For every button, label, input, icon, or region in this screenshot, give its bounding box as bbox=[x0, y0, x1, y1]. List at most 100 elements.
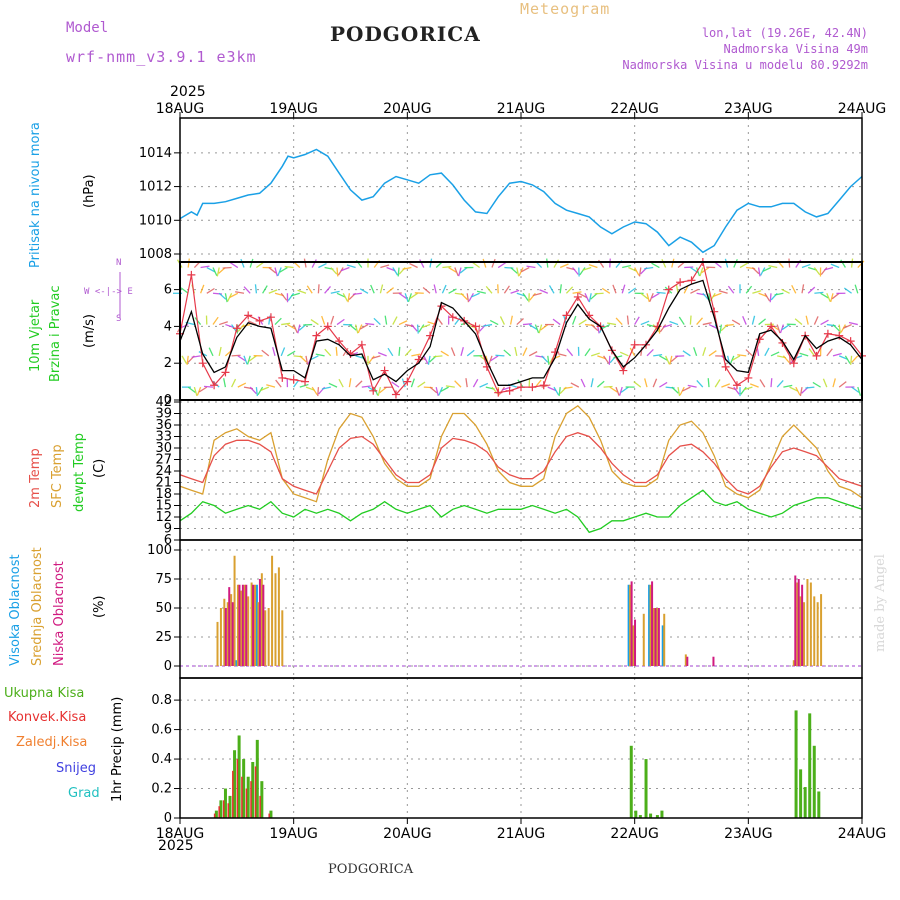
precip-bar bbox=[794, 710, 798, 818]
wind-barb bbox=[330, 267, 338, 275]
wind-barb bbox=[206, 266, 216, 273]
wind-barb bbox=[807, 286, 816, 294]
wind-barb bbox=[368, 355, 375, 364]
wind-barb bbox=[411, 353, 421, 357]
wind-barb bbox=[678, 316, 685, 325]
wind-barb bbox=[479, 355, 488, 362]
precip-bar bbox=[655, 815, 659, 818]
wind-barb bbox=[386, 287, 395, 294]
wind-barb bbox=[260, 386, 270, 392]
precip-bar bbox=[634, 810, 638, 818]
wind-barb bbox=[850, 258, 854, 268]
wind-barb bbox=[558, 387, 561, 397]
precip-bar bbox=[260, 781, 264, 818]
wind-barb bbox=[552, 318, 561, 326]
wind-barb bbox=[601, 323, 611, 330]
wind-barb bbox=[404, 348, 412, 357]
precip-bar bbox=[214, 810, 218, 818]
wind-barb bbox=[607, 322, 617, 326]
wind-barb bbox=[596, 380, 605, 388]
wind-barb bbox=[402, 266, 412, 270]
gust-marker bbox=[369, 386, 378, 395]
wind-barb bbox=[857, 386, 862, 396]
wind-barb bbox=[840, 259, 846, 268]
wind-barb bbox=[272, 346, 276, 357]
wind-barb bbox=[663, 323, 672, 328]
wind-barb bbox=[603, 385, 613, 388]
precip-legend-frozen: Zaledj.Kisa bbox=[16, 735, 88, 750]
wind-barb bbox=[287, 323, 296, 330]
wind-barb bbox=[731, 355, 741, 361]
wind-barb bbox=[620, 386, 629, 393]
dewpoint-line bbox=[179, 489, 863, 534]
y-tick-label: 39 bbox=[155, 407, 172, 422]
wind-barb bbox=[831, 292, 840, 300]
wind-barb bbox=[249, 386, 257, 395]
wind-barb bbox=[198, 386, 208, 393]
wind-barb bbox=[669, 320, 679, 326]
wind-barb bbox=[355, 380, 363, 388]
wind-barb bbox=[824, 266, 834, 271]
wind-barb bbox=[409, 262, 418, 269]
wind-barb bbox=[629, 347, 636, 357]
wind-barb bbox=[776, 379, 784, 388]
wind-barb bbox=[391, 381, 400, 388]
wind-barb bbox=[427, 355, 431, 365]
gust-marker bbox=[732, 381, 741, 390]
y-tick-label: 75 bbox=[155, 572, 172, 587]
wind-barb bbox=[745, 285, 753, 294]
wind-barb bbox=[340, 266, 350, 272]
wind-barb bbox=[838, 381, 847, 388]
wind-barb bbox=[534, 324, 540, 334]
wind-barb bbox=[820, 319, 829, 326]
wind-barb bbox=[191, 355, 201, 358]
wind-barb bbox=[696, 379, 704, 388]
wind-barb bbox=[293, 324, 298, 334]
gust-marker bbox=[323, 322, 332, 331]
precip-bar bbox=[245, 788, 248, 818]
wind-barb bbox=[466, 293, 470, 303]
wind-barb bbox=[222, 266, 232, 269]
year-top: 2025 bbox=[170, 84, 206, 100]
gust-marker bbox=[755, 335, 764, 344]
wind-barb bbox=[440, 350, 449, 357]
meteogram-label: Meteogram bbox=[520, 0, 611, 18]
precip-bar bbox=[660, 810, 664, 818]
y-tick-label: 30 bbox=[155, 441, 172, 456]
wind-barb bbox=[541, 384, 551, 388]
wind-barb bbox=[618, 386, 623, 396]
wind-barb bbox=[181, 355, 188, 364]
wind-barb bbox=[254, 284, 258, 294]
wind-barb bbox=[291, 292, 300, 297]
wind-barb bbox=[468, 292, 474, 302]
wind-barb bbox=[193, 386, 198, 396]
gust-marker bbox=[744, 373, 753, 382]
wind-barb bbox=[522, 347, 528, 357]
wind-barb bbox=[274, 317, 282, 326]
wind-barb bbox=[303, 258, 307, 268]
year-bottom: 2025 bbox=[158, 838, 194, 854]
x-label-bottom: 21AUG bbox=[497, 826, 546, 842]
wind-barb bbox=[274, 267, 278, 277]
wind-barb bbox=[299, 355, 307, 363]
wind-barb bbox=[450, 347, 456, 357]
wind-barb bbox=[702, 347, 707, 357]
wind-barb bbox=[844, 355, 851, 364]
wind-barb bbox=[826, 293, 831, 302]
wind-barb bbox=[465, 378, 468, 388]
y-tick-label: 4 bbox=[164, 319, 172, 334]
gust-marker bbox=[448, 313, 457, 322]
wind-barb bbox=[826, 348, 833, 357]
wind-barb bbox=[794, 318, 803, 326]
wind-barb bbox=[646, 293, 650, 303]
wind-barb bbox=[718, 290, 728, 294]
wind-barb bbox=[628, 287, 637, 294]
gust-marker bbox=[551, 348, 560, 357]
wind-barb bbox=[310, 318, 319, 326]
wind-barb bbox=[832, 378, 836, 388]
precip-bar bbox=[268, 813, 270, 818]
wind-barb bbox=[471, 292, 480, 298]
wind-barb bbox=[418, 324, 425, 333]
wind-barb bbox=[287, 292, 295, 301]
wind-barb bbox=[769, 293, 772, 303]
